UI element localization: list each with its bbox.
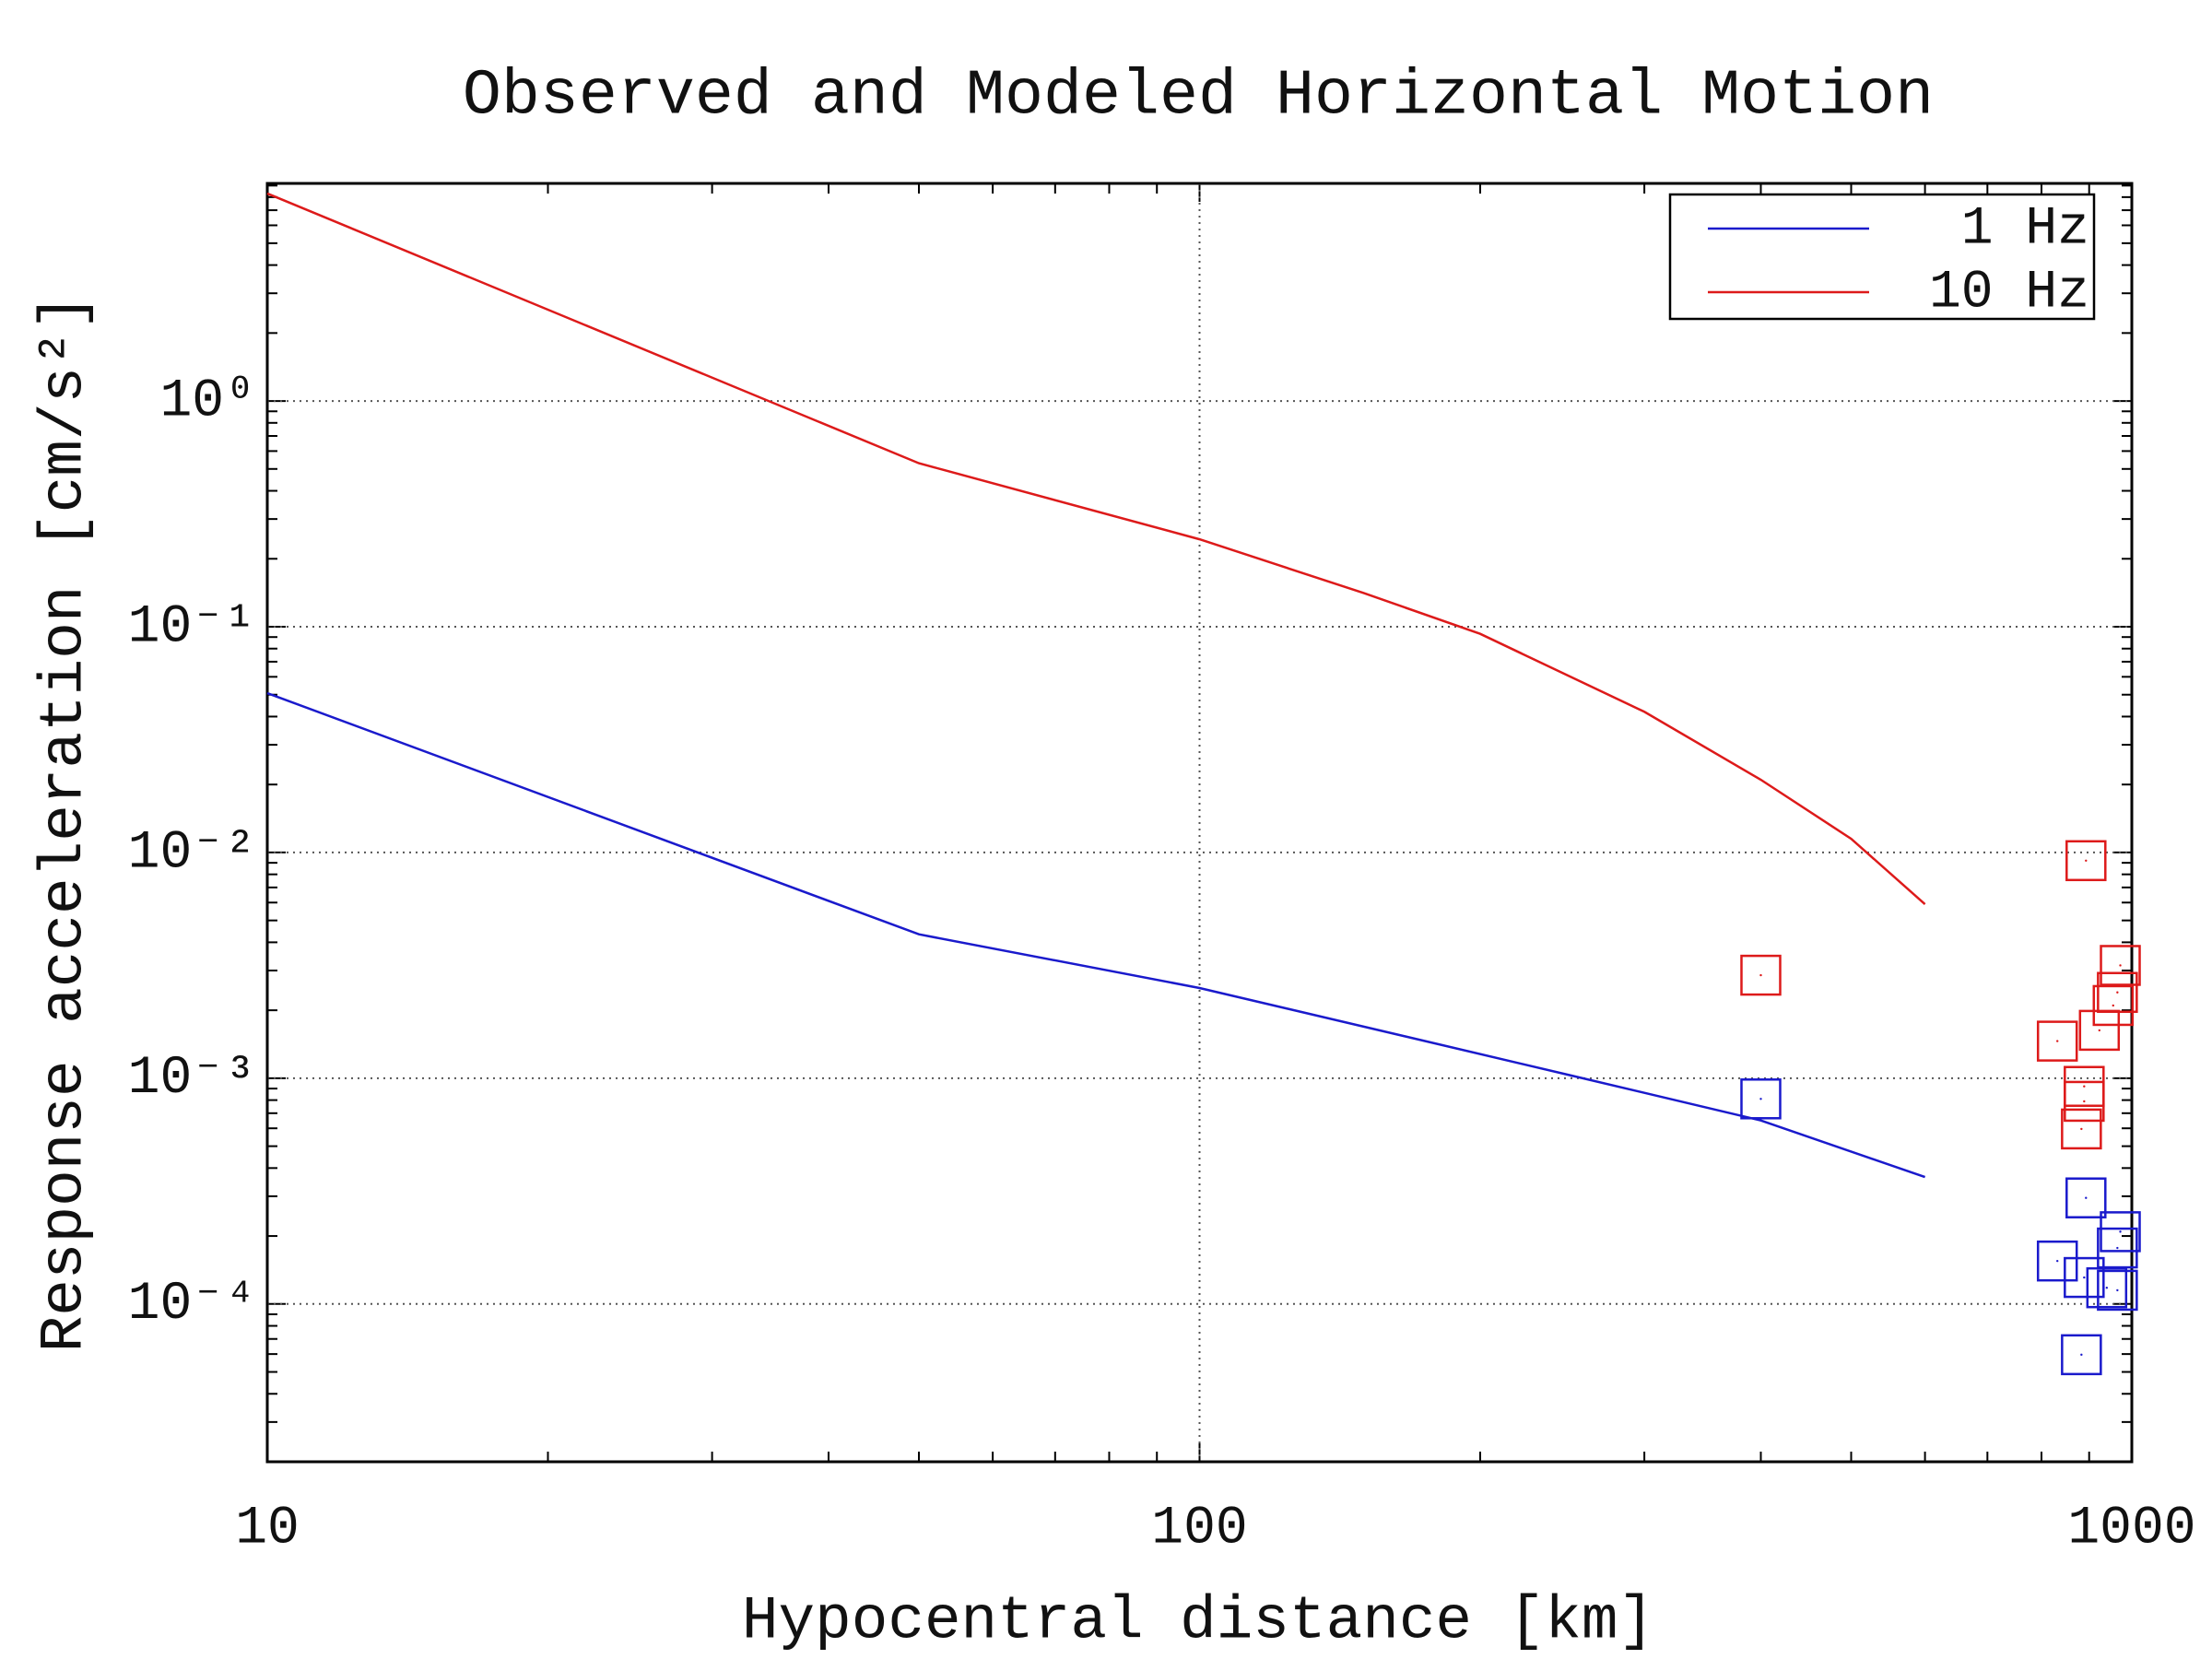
y-tick-label: 10⁻¹ bbox=[128, 597, 256, 657]
marker-dot bbox=[2119, 1230, 2122, 1233]
observed-marker bbox=[2078, 1009, 2121, 1052]
marker-dot bbox=[2080, 1127, 2083, 1131]
marker-dot bbox=[2119, 964, 2122, 967]
observed-marker bbox=[2061, 1108, 2102, 1150]
x-tick-label: 10 bbox=[235, 1499, 300, 1559]
x-tick-label: 1000 bbox=[2067, 1499, 2195, 1559]
observed-marker bbox=[2064, 1256, 2105, 1299]
observed-marker bbox=[2100, 1211, 2141, 1253]
y-tick-label: 10⁰ bbox=[159, 371, 256, 431]
marker-dot bbox=[2105, 1286, 2109, 1289]
model-line bbox=[266, 192, 1926, 905]
observed-marker bbox=[2064, 1080, 2105, 1123]
marker-dot bbox=[2116, 1246, 2119, 1250]
legend-label: 10 Hz bbox=[1929, 263, 2089, 323]
marker-dot bbox=[2098, 1029, 2101, 1032]
observed-marker bbox=[2100, 945, 2141, 986]
marker-dot bbox=[2056, 1040, 2059, 1042]
observed-marker bbox=[1740, 954, 1782, 996]
legend-label: 1 Hz bbox=[1961, 199, 2089, 259]
y-axis-label: Response acceleration [cm/s²] bbox=[29, 294, 99, 1353]
marker-dot bbox=[2080, 1353, 2083, 1357]
legend-box bbox=[1668, 193, 2096, 321]
observed-marker bbox=[2036, 1020, 2078, 1062]
marker-dot bbox=[2083, 1085, 2086, 1088]
marker-dot bbox=[1759, 973, 1762, 977]
observed-marker bbox=[2065, 840, 2107, 882]
observed-marker bbox=[1740, 1078, 1782, 1120]
marker-dot bbox=[2056, 1259, 2059, 1263]
y-tick-label: 10⁻⁴ bbox=[128, 1275, 256, 1335]
y-tick-label: 10⁻² bbox=[128, 823, 256, 883]
plot-frame bbox=[265, 182, 2134, 1464]
model-line bbox=[266, 691, 1926, 1179]
observed-marker bbox=[2086, 1266, 2128, 1309]
marker-dot bbox=[2083, 1100, 2086, 1103]
chart-title: Observed and Modeled Horizontal Motion bbox=[463, 60, 1934, 133]
y-tick-label: 10⁻³ bbox=[128, 1049, 256, 1109]
marker-dot bbox=[2085, 1196, 2088, 1199]
marker-dot bbox=[2116, 1288, 2119, 1292]
observed-marker bbox=[2065, 1177, 2107, 1218]
x-axis-label: Hypocentral distance [km] bbox=[742, 1586, 1654, 1655]
observed-marker bbox=[2092, 984, 2135, 1027]
marker-dot bbox=[2085, 859, 2088, 863]
marker-dot bbox=[2112, 1004, 2114, 1007]
marker-dot bbox=[2116, 991, 2119, 994]
marker-dot bbox=[1759, 1098, 1762, 1100]
x-tick-label: 100 bbox=[1151, 1499, 1247, 1559]
marker-dot bbox=[2083, 1276, 2086, 1279]
observed-marker bbox=[2061, 1334, 2102, 1376]
observed-marker bbox=[2036, 1240, 2078, 1282]
observed-marker bbox=[2097, 1269, 2138, 1312]
